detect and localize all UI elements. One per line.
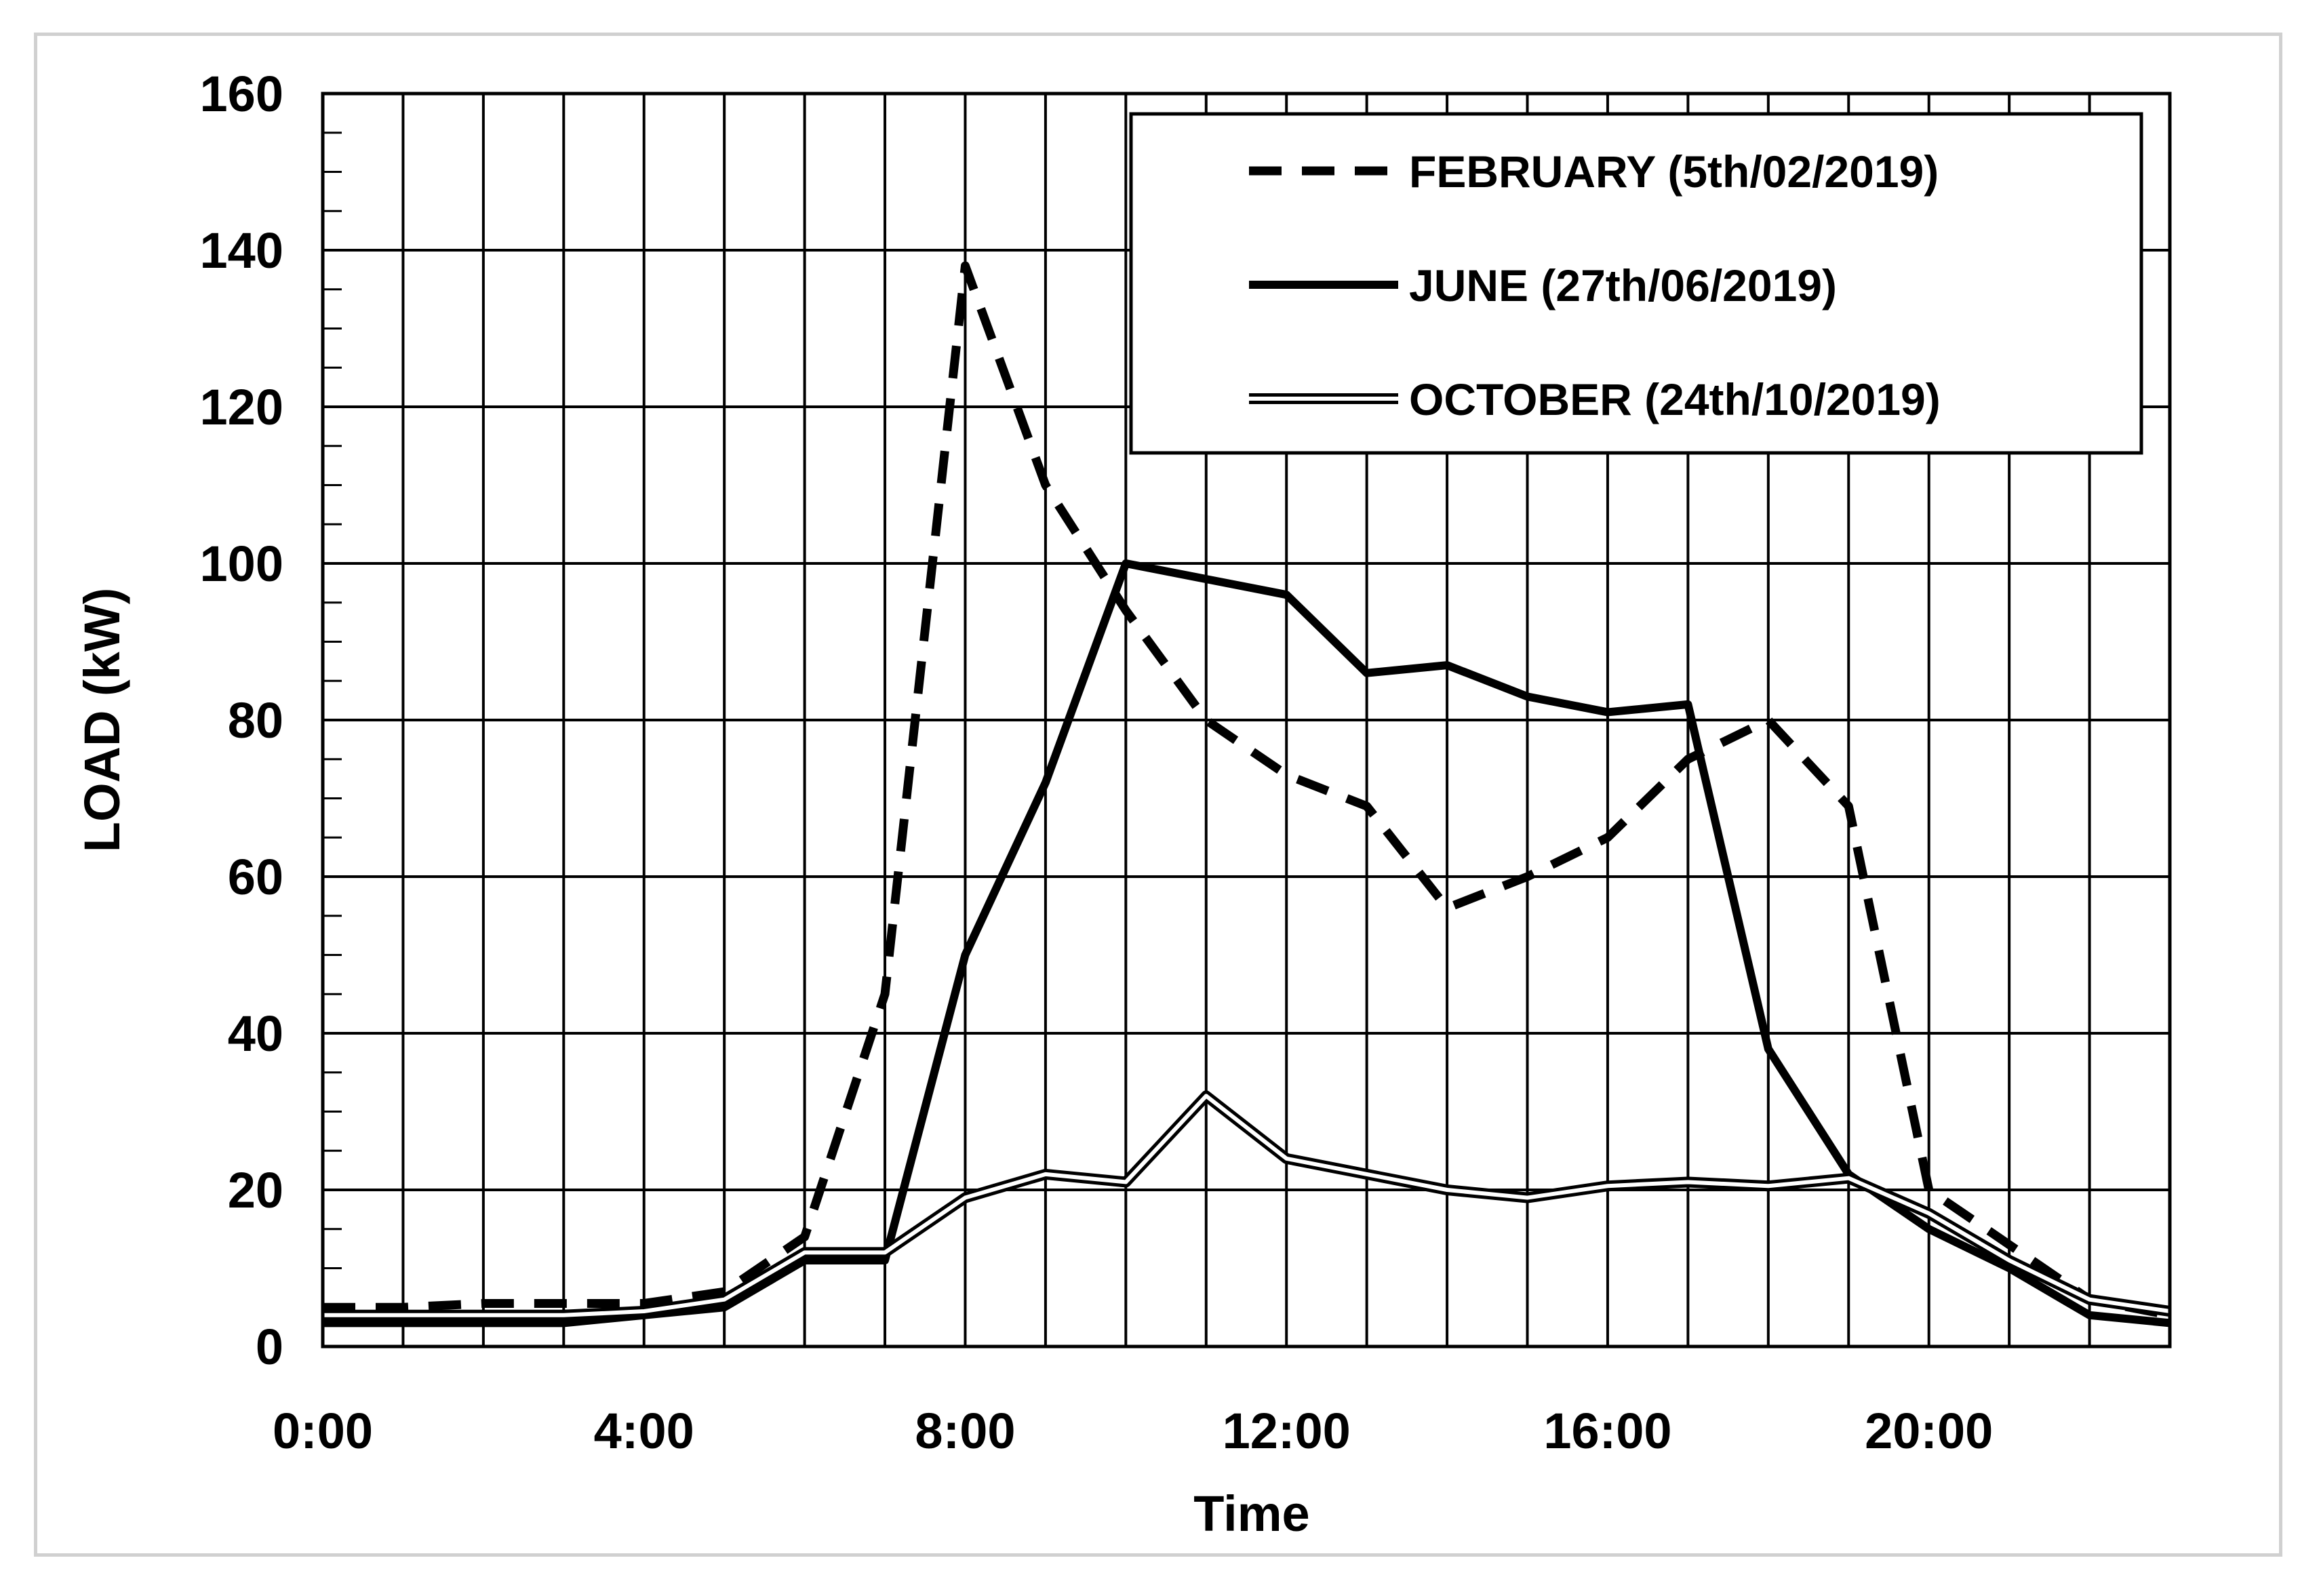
y-tick-label: 100 xyxy=(200,536,283,592)
y-axis-title: LOAD (kW) xyxy=(74,588,130,853)
legend-entry-label: FEBRUARY (5th/02/2019) xyxy=(1409,146,1939,197)
series-path xyxy=(323,261,2171,1320)
series-path-inner xyxy=(323,1094,2171,1317)
y-tick-label: 0 xyxy=(256,1319,283,1375)
axis-layer xyxy=(321,92,2172,1349)
minor-tick-layer xyxy=(323,92,342,1348)
x-tick-label: 12:00 xyxy=(1223,1403,1351,1459)
label-layer: 0 20 40 60 80 100 120 140 160 0:00 4:00 8:00 12:00 16… xyxy=(200,66,1994,1459)
x-tick-label: 20:00 xyxy=(1865,1403,1993,1459)
y-tick-label: 60 xyxy=(228,849,283,905)
x-tick-label: 4:00 xyxy=(594,1403,694,1459)
series-line-june xyxy=(323,559,2171,1328)
y-tick-label: 20 xyxy=(228,1162,283,1218)
legend: FEBRUARY (5th/02/2019) JUNE (27th/06/2019… xyxy=(1129,112,2143,455)
series-layer xyxy=(323,261,2171,1328)
x-axis-title: Time xyxy=(1193,1485,1309,1542)
y-tick-label: 140 xyxy=(200,222,283,279)
y-tick-label: 40 xyxy=(228,1005,283,1062)
x-tick-label: 16:00 xyxy=(1543,1403,1671,1459)
x-tick-label: 8:00 xyxy=(915,1403,1015,1459)
x-tick-label: 0:00 xyxy=(273,1403,373,1459)
series-line-october xyxy=(323,1090,2171,1321)
series-line-february xyxy=(323,261,2171,1320)
legend-entry-label: OCTOBER (24th/10/2019) xyxy=(1409,374,1941,424)
y-tick-label: 120 xyxy=(200,379,283,435)
plot-area-border xyxy=(321,92,2172,1349)
series-path xyxy=(323,559,2171,1328)
y-tick-label: 80 xyxy=(228,692,283,749)
legend-entry-label: JUNE (27th/06/2019) xyxy=(1409,260,1837,311)
y-tick-label: 160 xyxy=(200,66,283,122)
